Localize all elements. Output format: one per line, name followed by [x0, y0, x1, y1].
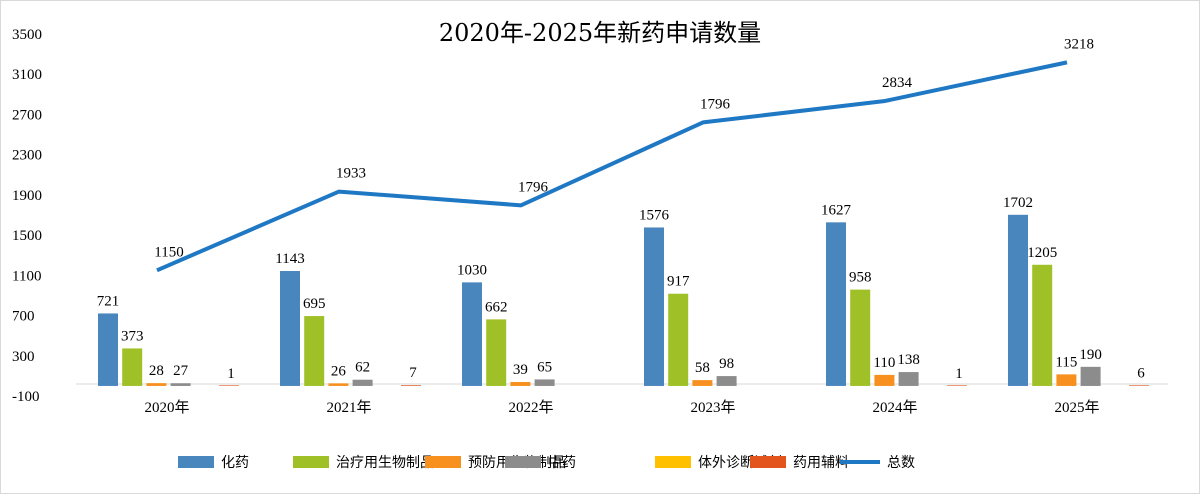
y-tick-label: 1500 [12, 228, 42, 244]
y-tick-label: 700 [12, 309, 35, 325]
line-total [156, 60, 1068, 273]
data-label: 1702 [1003, 195, 1033, 211]
y-tick-label: 1900 [12, 188, 42, 204]
data-label: 39 [513, 362, 528, 378]
data-label: 28 [149, 363, 164, 379]
chart-title: 2020年-2025年新药申请数量 [439, 19, 761, 47]
bar-治疗用生物制品 [486, 319, 507, 386]
x-tick-label: 2023年 [690, 399, 735, 416]
y-tick-label: -100 [12, 389, 40, 405]
bar-药用辅料 [219, 385, 239, 386]
legend-swatch [750, 456, 786, 468]
data-label: 1 [227, 366, 235, 382]
bar-预防用生物制品 [146, 383, 167, 386]
data-label: 190 [1079, 347, 1102, 363]
bar-预防用生物制品 [510, 382, 531, 386]
data-label: 1030 [457, 262, 487, 278]
bar-预防用生物制品 [328, 383, 349, 386]
legend-swatch [425, 456, 461, 468]
bar-化药 [1008, 214, 1028, 386]
bar-药用辅料 [1129, 385, 1149, 386]
y-tick-label: 1100 [12, 268, 41, 284]
bar-化药 [280, 271, 300, 386]
bar-中药 [716, 376, 737, 386]
line-data-label: 1796 [518, 179, 549, 195]
legend-swatch [505, 456, 541, 468]
legend-label: 中药 [548, 455, 576, 471]
bar-中药 [898, 372, 919, 386]
legend-label: 药用辅料 [793, 455, 849, 471]
legend-label: 总数 [887, 455, 915, 471]
bar-预防用生物制品 [1056, 374, 1077, 386]
y-tick-label: 3500 [12, 27, 42, 43]
bar-中药 [352, 379, 373, 386]
data-label: 373 [121, 328, 144, 344]
data-label: 138 [897, 352, 920, 368]
legend-swatch [293, 456, 329, 468]
line-data-label: 1150 [154, 244, 183, 260]
x-tick-label: 2022年 [508, 399, 553, 416]
data-label: 7 [409, 365, 417, 381]
legend-swatch [655, 456, 691, 468]
bar-中药 [170, 383, 191, 386]
x-tick-label: 2024年 [872, 399, 917, 416]
legend-label: 治疗用生物制品 [336, 455, 434, 471]
bar-预防用生物制品 [692, 380, 713, 386]
data-label: 115 [1055, 354, 1077, 370]
data-label: 26 [331, 363, 347, 379]
bar-治疗用生物制品 [304, 316, 325, 386]
x-tick-label: 2025年 [1054, 399, 1099, 416]
legend-swatch [178, 456, 214, 468]
data-label: 662 [485, 299, 508, 315]
data-label: 98 [719, 356, 734, 372]
bar-治疗用生物制品 [668, 293, 689, 386]
data-label: 6 [1137, 365, 1145, 381]
bar-治疗用生物制品 [122, 348, 143, 386]
bar-预防用生物制品 [874, 374, 895, 386]
line-data-label: 3218 [1064, 36, 1094, 52]
x-tick-label: 2020年 [144, 399, 189, 416]
line-data-label: 2834 [882, 75, 913, 91]
bar-化药 [462, 282, 482, 386]
bar-中药 [534, 379, 555, 386]
data-label: 58 [695, 360, 710, 376]
data-label: 110 [873, 355, 895, 371]
line-data-label: 1796 [700, 96, 731, 112]
data-label: 1627 [821, 202, 852, 218]
bar-中药 [1080, 366, 1101, 386]
bar-化药 [98, 313, 118, 386]
data-label: 721 [97, 293, 120, 309]
data-label: 1576 [639, 207, 670, 223]
bar-药用辅料 [947, 385, 967, 386]
x-tick-label: 2021年 [326, 399, 371, 416]
data-label: 65 [537, 359, 552, 375]
legend-label: 化药 [221, 455, 249, 471]
y-tick-label: 3100 [12, 67, 42, 83]
data-label: 695 [303, 296, 326, 312]
line-data-label: 1933 [336, 166, 366, 182]
bar-化药 [644, 227, 664, 386]
bar-治疗用生物制品 [1032, 264, 1053, 386]
bar-治疗用生物制品 [850, 289, 871, 386]
data-label: 1143 [275, 251, 304, 267]
bar-化药 [826, 222, 846, 386]
data-label: 958 [849, 270, 872, 286]
y-tick-label: 300 [12, 349, 35, 365]
y-tick-label: 2700 [12, 107, 42, 123]
data-label: 1205 [1027, 245, 1057, 261]
data-label: 1 [955, 366, 963, 382]
data-label: 27 [173, 363, 189, 379]
data-label: 917 [667, 274, 690, 290]
data-label: 62 [355, 360, 370, 376]
bar-药用辅料 [401, 385, 421, 386]
y-tick-label: 2300 [12, 148, 42, 164]
